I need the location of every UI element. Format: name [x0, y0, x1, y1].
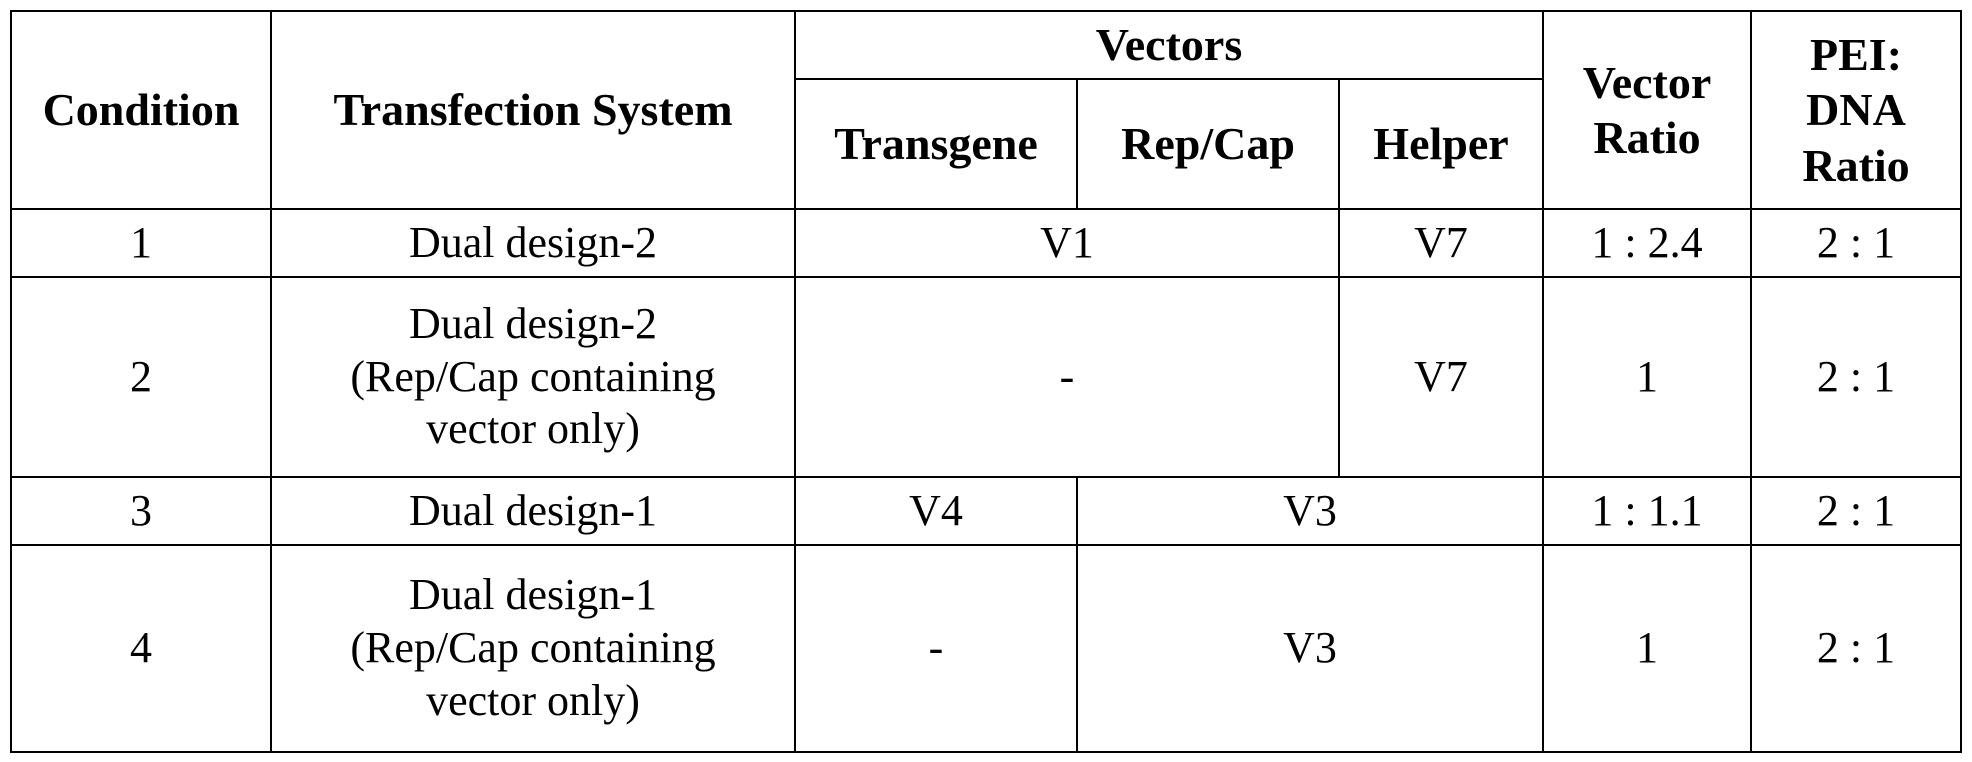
cell-condition: 2 — [10, 276, 272, 478]
cell-transgene-repcap: - — [794, 276, 1340, 478]
cell-helper: V7 — [1337, 276, 1545, 478]
cell-transgene-repcap: V1 — [794, 208, 1340, 278]
cell-vector-ratio: 1 — [1542, 276, 1753, 478]
cell-system-line2: (Rep/Cap containing — [350, 351, 716, 401]
cell-helper: V7 — [1337, 208, 1545, 278]
header-transfection-system: Transfection System — [270, 10, 796, 210]
cell-condition: 1 — [10, 208, 272, 278]
header-pei-dna-ratio-line2: DNA — [1806, 84, 1906, 136]
header-rep-cap: Rep/Cap — [1076, 78, 1340, 210]
cell-transgene: V4 — [794, 476, 1078, 546]
cell-transfection-system: Dual design-2 — [270, 208, 796, 278]
cell-transfection-system: Dual design-2 (Rep/Cap containing vector… — [270, 276, 796, 478]
cell-repcap-helper: V3 — [1075, 476, 1545, 546]
table-row: 1 Dual design-2 V1 V7 1 : 2.4 2 : 1 — [10, 208, 1963, 278]
cell-repcap-helper: V3 — [1075, 544, 1545, 753]
header-condition: Condition — [10, 10, 272, 210]
vector-conditions-table: Condition Transfection System Vectors Ve… — [10, 10, 1963, 753]
cell-system-line1: Dual design-2 — [408, 298, 658, 348]
cell-pei-dna-ratio: 2 : 1 — [1750, 544, 1963, 753]
cell-pei-dna-ratio: 2 : 1 — [1750, 476, 1963, 546]
header-helper: Helper — [1337, 78, 1545, 210]
cell-pei-dna-ratio: 2 : 1 — [1750, 208, 1963, 278]
table-row: 3 Dual design-1 V4 V3 1 : 1.1 2 : 1 — [10, 476, 1963, 546]
header-vector-ratio: Vector Ratio — [1542, 10, 1753, 210]
cell-vector-ratio: 1 : 2.4 — [1542, 208, 1753, 278]
cell-transfection-system: Dual design-1 — [270, 476, 796, 546]
cell-condition: 3 — [10, 476, 272, 546]
cell-pei-dna-ratio: 2 : 1 — [1750, 276, 1963, 478]
cell-system-line3: vector only) — [426, 675, 640, 725]
header-pei-dna-ratio: PEI: DNA Ratio — [1750, 10, 1963, 210]
cell-vector-ratio: 1 : 1.1 — [1542, 476, 1753, 546]
header-transgene: Transgene — [794, 78, 1078, 210]
header-pei-dna-ratio-line1: PEI: — [1810, 29, 1903, 81]
cell-system-line1: Dual design-1 — [408, 570, 658, 620]
cell-transgene: - — [794, 544, 1078, 753]
header-vectors: Vectors — [793, 10, 1545, 80]
table-row: 2 Dual design-2 (Rep/Cap containing vect… — [10, 276, 1963, 478]
cell-system-line3: vector only) — [426, 404, 640, 454]
cell-condition: 4 — [10, 544, 272, 753]
header-pei-dna-ratio-line3: Ratio — [1802, 139, 1910, 191]
cell-vector-ratio: 1 — [1542, 544, 1753, 753]
cell-system-line2: (Rep/Cap containing — [350, 623, 716, 673]
cell-transfection-system: Dual design-1 (Rep/Cap containing vector… — [270, 544, 796, 753]
table-row: 4 Dual design-1 (Rep/Cap containing vect… — [10, 544, 1963, 753]
